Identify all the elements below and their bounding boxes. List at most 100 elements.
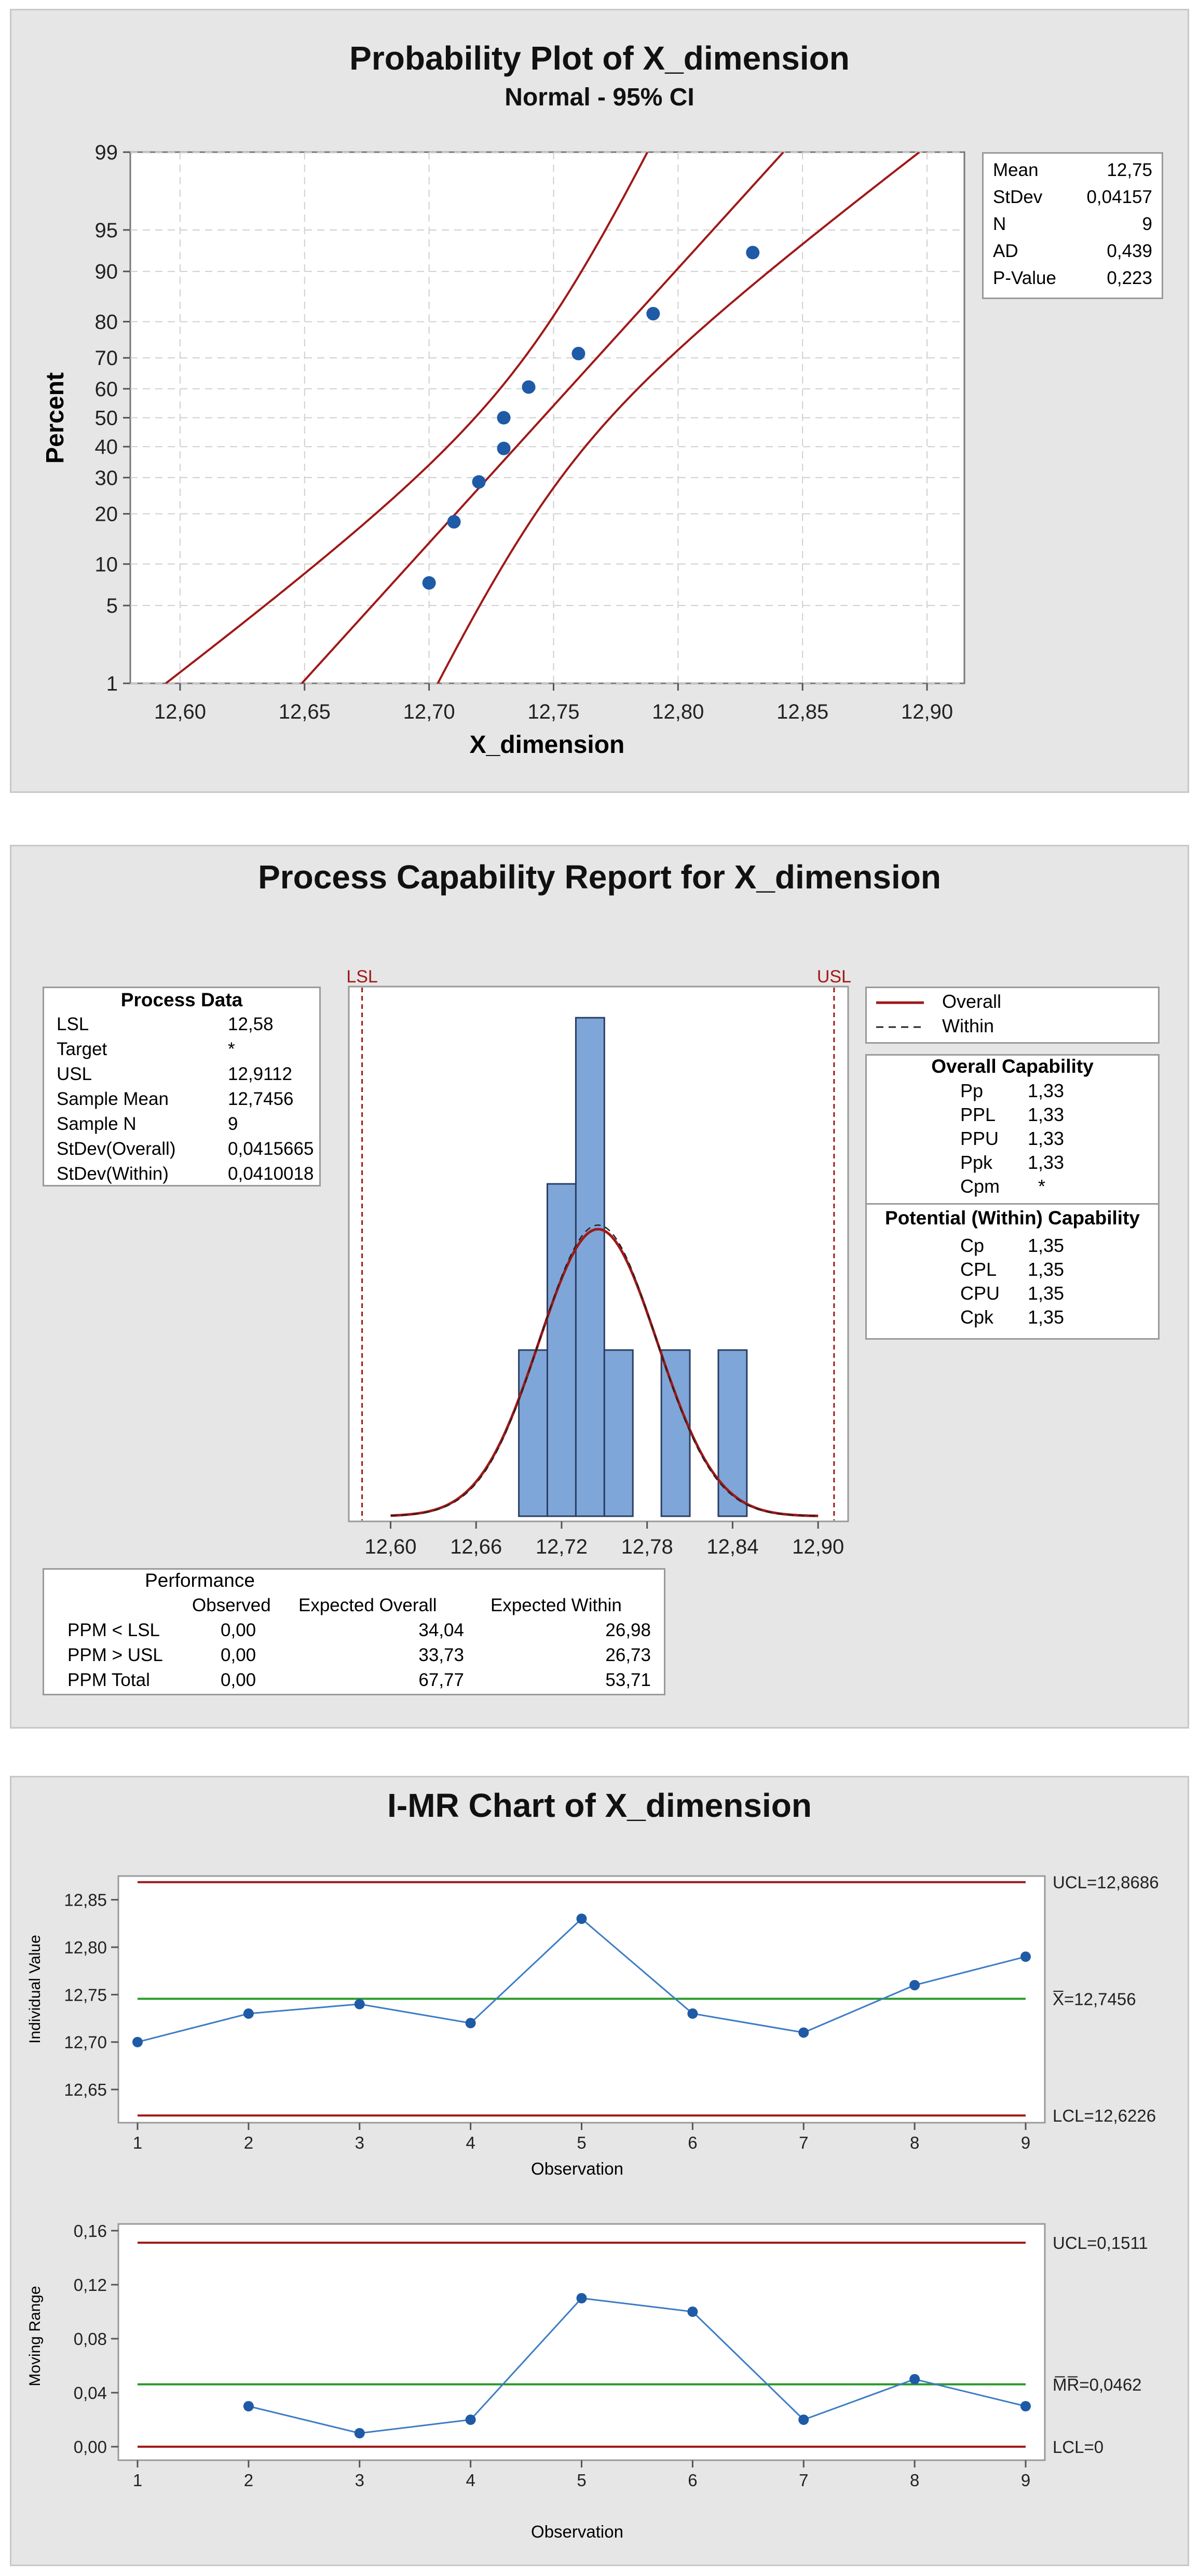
moving-range-plot-area	[117, 2223, 1046, 2461]
data-point	[571, 346, 585, 360]
y-tick-label: 5	[106, 595, 118, 617]
capability-report-title: Process Capability Report for X_dimensio…	[258, 858, 941, 896]
stat-label: AD	[993, 241, 1018, 261]
y-tick-label: 0,08	[74, 2329, 107, 2349]
process-data-title: Process Data	[120, 989, 243, 1010]
x-tick-label: 7	[799, 2133, 808, 2152]
performance-row-label: PPM > USL	[67, 1645, 163, 1665]
histogram-bar	[717, 1349, 748, 1517]
overall-capability-title: Overall Capability	[931, 1056, 1094, 1077]
lcl-label: LCL=12,6226	[1053, 2106, 1156, 2125]
x-tick-label: 6	[688, 2133, 697, 2152]
moving-range-y-label: Moving Range	[26, 2286, 44, 2386]
performance-cell: 0,00	[221, 1645, 256, 1665]
performance-cell: 67,77	[418, 1670, 464, 1690]
data-point	[354, 1999, 365, 2009]
performance-header: Expected Within	[491, 1595, 622, 1615]
data-point	[465, 2018, 476, 2029]
capability-value: 1,35	[1028, 1306, 1065, 1328]
capability-report-panel: Process Capability Report for X_dimensio…	[10, 845, 1189, 1729]
data-point	[576, 2293, 587, 2303]
lsl-label: LSL	[346, 967, 378, 987]
performance-title: Performance	[145, 1570, 255, 1591]
x-axis-label: X_dimension	[470, 731, 625, 759]
probability-plot-svg: 12,60 12,65 12,70 12,75 12,80 12,85 12,90 1 5 10…	[42, 141, 965, 759]
y-tick-label: 1	[106, 672, 118, 695]
ci-upper-line	[165, 152, 649, 683]
performance-row-label: PPM Total	[67, 1670, 150, 1690]
y-tick-label: 0,00	[74, 2437, 107, 2457]
data-point	[522, 380, 536, 394]
capability-value: 1,35	[1028, 1259, 1065, 1280]
x-tick-label: 3	[355, 2471, 364, 2490]
histogram-bar	[603, 1349, 634, 1517]
lcl-label: LCL=0	[1053, 2437, 1103, 2457]
within-capability-title: Potential (Within) Capability	[885, 1207, 1140, 1229]
x-tick-label: 12,84	[706, 1535, 758, 1558]
performance-box: Performance Observed Expected Overall Ex…	[43, 1568, 665, 1695]
capability-value: 1,35	[1028, 1283, 1065, 1304]
capability-value: 1,35	[1028, 1235, 1065, 1256]
capability-label: Pp	[960, 1080, 984, 1101]
process-data-label: Target	[57, 1039, 107, 1059]
normal-curve-within	[390, 1224, 819, 1517]
histogram-bar	[518, 1349, 549, 1517]
performance-cell: 33,73	[418, 1645, 464, 1665]
legend-overall-label: Overall	[942, 991, 1002, 1012]
y-tick-label: 20	[95, 503, 118, 526]
capability-value: 1,33	[1028, 1080, 1065, 1101]
y-tick-label: 0,12	[74, 2275, 107, 2295]
performance-cell: 26,98	[605, 1620, 651, 1640]
x-tick-label: 5	[577, 2133, 586, 2152]
capability-label: PPU	[960, 1128, 999, 1149]
data-point	[243, 2008, 254, 2019]
x-tick-label: 12,65	[279, 700, 331, 723]
capability-label: Cpk	[960, 1306, 994, 1328]
x-tick-label: 1	[133, 2471, 142, 2490]
capability-label: CPL	[960, 1259, 997, 1280]
center-label: M̅R̅=0,0462	[1053, 2375, 1142, 2394]
x-tick-label: 12,60	[154, 700, 206, 723]
x-tick-label: 2	[244, 2133, 253, 2152]
y-tick-label: 40	[95, 436, 118, 458]
y-tick-label: 10	[95, 553, 118, 576]
capability-label: Cpm	[960, 1176, 1000, 1197]
x-tick-label: 6	[688, 2471, 697, 2490]
process-data-label: StDev(Overall)	[57, 1139, 176, 1159]
ucl-label: UCL=12,8686	[1053, 1873, 1159, 1892]
process-data-value: *	[228, 1039, 235, 1059]
data-point	[576, 1913, 587, 1924]
probability-plot-subtitle: Normal - 95% CI	[505, 84, 694, 111]
x-tick-label: 12,60	[364, 1535, 416, 1558]
data-point	[472, 475, 486, 489]
performance-header: Observed	[192, 1595, 271, 1615]
x-tick-label: 12,85	[776, 700, 828, 723]
data-point	[465, 2415, 476, 2425]
x-tick-label: 12,70	[403, 700, 455, 723]
data-point	[746, 246, 760, 260]
ucl-label: UCL=0,1511	[1053, 2233, 1148, 2253]
x-tick-label: 12,90	[792, 1535, 844, 1558]
y-tick-label: 95	[95, 219, 118, 242]
data-point	[687, 2008, 698, 2019]
performance-cell: 53,71	[605, 1670, 651, 1690]
y-tick-label: 12,70	[64, 2033, 107, 2052]
performance-cell: 0,00	[221, 1670, 256, 1690]
process-data-label: Sample Mean	[57, 1089, 169, 1109]
capability-value: 1,33	[1028, 1104, 1065, 1125]
imr-chart-title: I-MR Chart of X_dimension	[387, 1787, 812, 1824]
y-tick-label: 30	[95, 467, 118, 490]
histogram-bar	[660, 1349, 691, 1517]
x-tick-label: 3	[355, 2133, 364, 2152]
y-tick-label: 12,85	[64, 1891, 107, 1910]
x-tick-label: 12,72	[536, 1535, 588, 1558]
process-data-label: USL	[57, 1064, 92, 1084]
data-point	[798, 2027, 809, 2038]
x-tick-label: 1	[133, 2133, 142, 2152]
y-tick-label: 12,75	[64, 1985, 107, 2004]
data-point	[1020, 2401, 1031, 2411]
data-point	[1020, 1951, 1031, 1962]
process-data-value: 0,0415665	[228, 1139, 314, 1159]
capability-legend-box: Overall Within	[865, 987, 1160, 1044]
performance-row-label: PPM < LSL	[67, 1620, 160, 1640]
